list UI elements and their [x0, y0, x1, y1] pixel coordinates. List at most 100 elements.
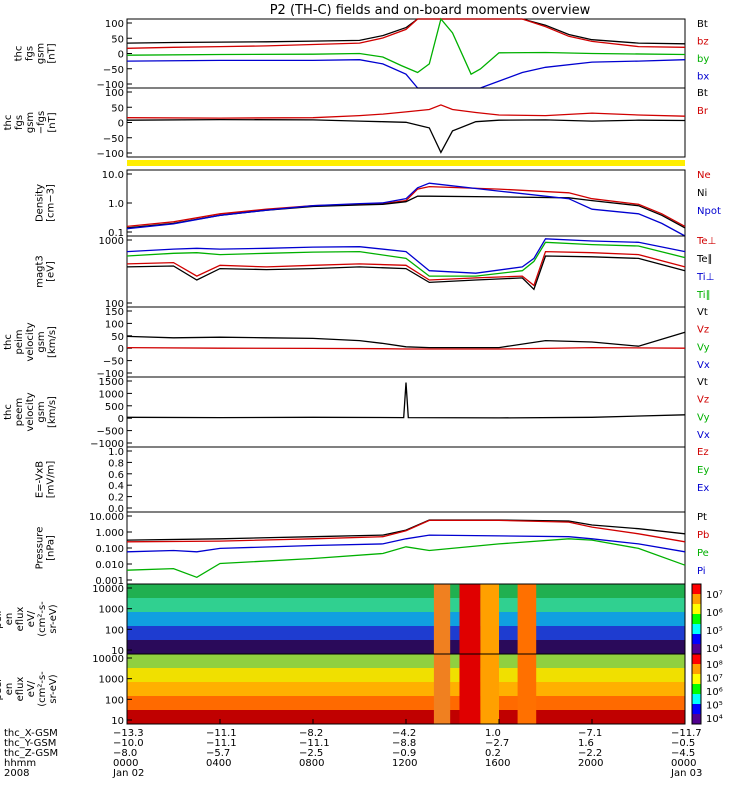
y-tick-label: −100: [97, 80, 124, 91]
panel-frame: [126, 306, 686, 378]
x-tick-label: 1.0: [485, 728, 501, 739]
y-axis-label-line: thc: [3, 115, 14, 131]
heatmap-band: [127, 626, 685, 641]
panel-fgs_gse_filtered: 100 50 0 −50 −100 thcfgsgsm−fgs[nT] Bt Br: [3, 87, 709, 160]
y-tick-label: 0.010: [95, 560, 124, 571]
y-tick-label: −50: [103, 357, 124, 368]
y-axis-label-line: Density: [35, 184, 46, 222]
panel-density: 10.0 1.0 0.1 Density[cm−3] Ne Ni Npot: [35, 169, 721, 239]
legend-entry: Te⊥: [696, 236, 716, 247]
legend-entry: Ey: [697, 465, 709, 476]
y-tick-label: 10.000: [89, 512, 124, 523]
series-line-Te∥: [126, 255, 686, 291]
legend-entry: bz: [697, 36, 709, 47]
panel-frame: [126, 169, 686, 237]
heatmap-band: [127, 612, 685, 627]
y-tick-label: 0.1: [108, 228, 124, 239]
y-axis-label: E=-VxB[mV/m]: [35, 461, 57, 499]
y-axis-label-line: fgs: [25, 46, 36, 61]
series-line-by: [126, 17, 686, 76]
legend-entry: Vx: [697, 430, 710, 441]
y-tick-label: 0.2: [108, 493, 124, 504]
y-tick-label: −500: [97, 427, 124, 438]
colorbar-segment: [692, 654, 701, 665]
series-line-Npot: [126, 182, 686, 237]
y-tick-label: 10: [111, 716, 124, 727]
y-axis-label: Pressure[nPa]: [35, 527, 57, 570]
panels-group: 100500−50−100thcfgsgsm[nT]Btbzbybx100500…: [0, 17, 723, 727]
heatmap-block: [480, 584, 499, 654]
y-tick-label: 0.0: [108, 504, 124, 515]
y-tick-label: 0: [118, 414, 124, 425]
legend-entry: Vx: [697, 360, 710, 371]
colorbar-segment: [692, 694, 701, 705]
y-tick-label: 10000: [92, 654, 124, 665]
colorbar-tick-label: 10⁴: [706, 644, 723, 655]
y-tick-label: 50: [111, 103, 124, 114]
colorbar-segment: [692, 664, 701, 675]
colorbar-tick-label: 10⁷: [706, 674, 723, 685]
y-tick-label: 10: [111, 646, 124, 657]
heatmap-block: [480, 654, 499, 724]
legend-entry: Vy: [697, 342, 710, 353]
x-tick-label: −8.0: [113, 748, 137, 759]
y-axis-label: thcpeerenefluxeV/(cm²-s-sr-eV): [0, 671, 59, 707]
y-axis-label-line: gsm: [36, 331, 47, 352]
y-axis-label-line: velocity: [25, 322, 36, 361]
x-row-label: 2008: [4, 768, 29, 779]
legend-entry: by: [697, 54, 709, 65]
x-row-label: thc_Y-GSM: [4, 738, 56, 749]
x-tick-label: −5.7: [206, 748, 230, 759]
x-tick-label: −8.2: [299, 728, 323, 739]
legend-entry: Bt: [697, 19, 708, 30]
x-tick-label: −13.3: [113, 728, 144, 739]
series-line-Pt: [126, 519, 686, 541]
series-line-Ti∥: [126, 241, 686, 277]
x-row-label: hhmm: [4, 758, 36, 769]
y-tick-label: 0: [118, 119, 124, 130]
legend-entry: Te∥: [696, 254, 713, 265]
y-axis-label-line: (cm²-s-: [37, 601, 48, 637]
y-tick-label: −50: [103, 65, 124, 76]
x-tick-label: −2.5: [299, 748, 323, 759]
y-tick-label: 50: [111, 34, 124, 45]
y-tick-label: 500: [105, 402, 124, 413]
y-tick-label: 1000: [99, 236, 124, 247]
y-tick-label: −50: [103, 134, 124, 145]
heatmap-block: [433, 654, 451, 724]
y-axis-label-line: peem: [14, 398, 25, 426]
heatmap-band: [127, 654, 685, 669]
y-axis-label-line: sr-eV): [48, 604, 59, 633]
x-tick-label: −11.1: [206, 738, 237, 749]
x-tick-label: −11.1: [299, 738, 330, 749]
legend-entry: Ne: [697, 170, 711, 181]
y-tick-label: −100: [97, 369, 124, 380]
series-line-Ti⊥: [126, 238, 686, 274]
legend-entry: Ti⊥: [696, 272, 714, 283]
y-axis-label-line: [nPa]: [46, 535, 57, 561]
y-tick-label: 100: [105, 299, 124, 310]
x-tick-label: 0800: [299, 758, 324, 769]
colorbar-segment: [692, 714, 701, 725]
y-tick-label: 100: [105, 695, 124, 706]
y-axis-label-line: Pressure: [35, 527, 46, 570]
y-axis-label-line: [km/s]: [47, 396, 58, 428]
panel-pressure: 10.0001.0000.1000.0100.001Pressure[nPa]P…: [35, 511, 709, 587]
x-tick-label: −10.0: [113, 738, 144, 749]
x-tick-label: −2.7: [485, 738, 509, 749]
y-axis-label-line: velocity: [25, 392, 36, 431]
x-tick-label: 0000: [113, 758, 138, 769]
y-axis-label: thcfgsgsm−fgs[nT]: [3, 111, 58, 134]
colorbar-segment: [692, 624, 701, 635]
y-axis-label-line: gsm: [36, 43, 47, 64]
y-axis-label-line: eflux: [15, 607, 26, 632]
legend-entry: Ti∥: [696, 290, 711, 301]
x-tick-label: −4.5: [671, 748, 695, 759]
x-tick-label: 0000: [671, 758, 696, 769]
y-tick-label: −100: [97, 149, 124, 160]
heatmap-band: [127, 696, 685, 711]
x-tick-label: Jan 03: [670, 768, 702, 779]
legend-entry: Pt: [697, 512, 707, 523]
